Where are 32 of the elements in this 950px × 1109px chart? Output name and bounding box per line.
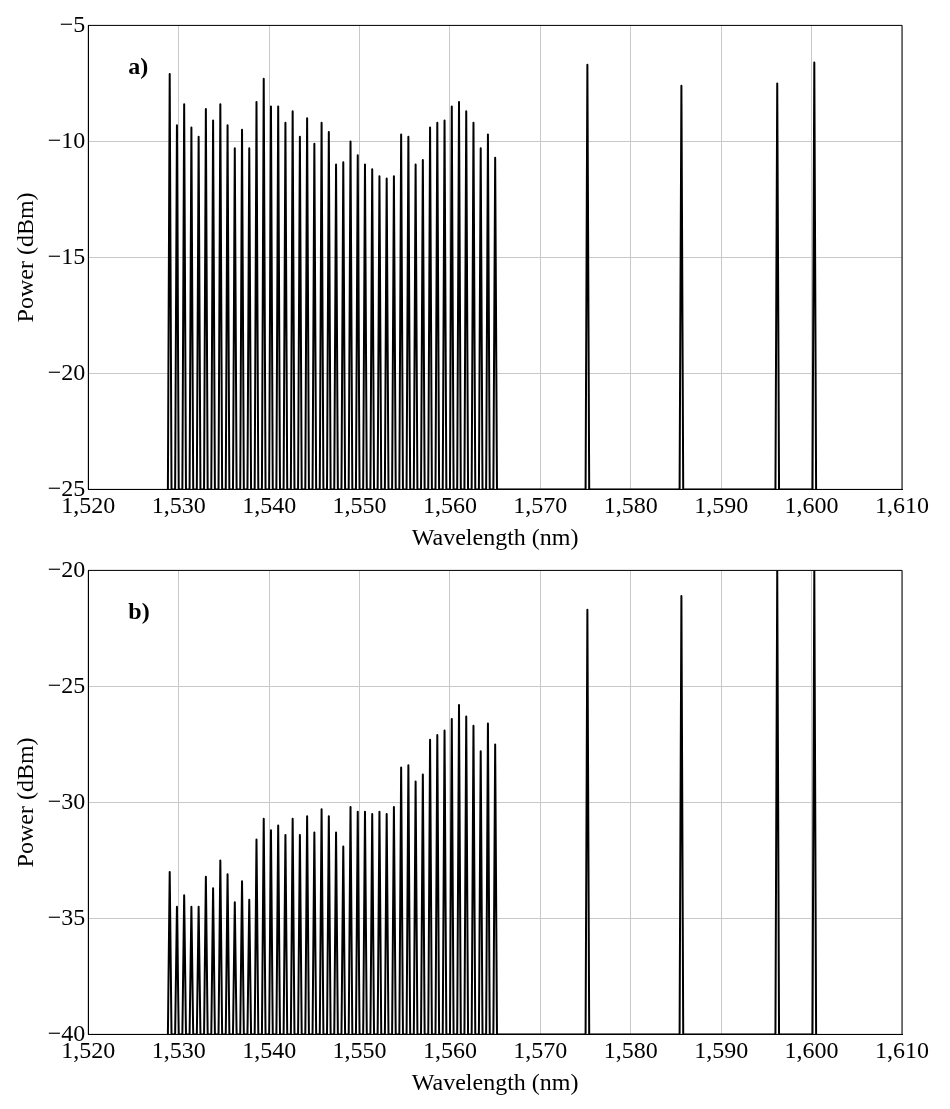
y-tick-label: −5 (59, 10, 86, 37)
x-tick-label: 1,590 (694, 1037, 749, 1064)
y-tick-label: −35 (47, 903, 86, 930)
x-tick-label: 1,560 (422, 492, 477, 519)
x-tick-label: 1,570 (513, 492, 568, 519)
y-tick-label: −10 (47, 126, 86, 153)
y-tick-label: −20 (47, 358, 86, 385)
x-tick-label: 1,590 (694, 492, 749, 519)
x-tick-label: 1,600 (784, 492, 839, 519)
x-tick-label: 1,540 (242, 492, 297, 519)
annotation: b) (128, 597, 150, 624)
x-tick-label: 1,550 (332, 1037, 387, 1064)
x-tick-label: 1,600 (784, 1037, 839, 1064)
y-tick-label: −30 (47, 787, 86, 814)
x-tick-label: 1,570 (513, 1037, 568, 1064)
y-axis-title: Power (dBm) (11, 737, 38, 868)
y-tick-label: −25 (47, 671, 86, 698)
y-axis-title: Power (dBm) (11, 192, 38, 323)
x-tick-label: 1,530 (151, 492, 206, 519)
x-axis-title: Wavelength (nm) (411, 1068, 579, 1095)
x-tick-label: 1,530 (151, 1037, 206, 1064)
x-tick-label: 1,550 (332, 492, 387, 519)
annotation: a) (128, 52, 149, 79)
y-tick-label: −20 (47, 555, 86, 582)
x-tick-label: 1,560 (422, 1037, 477, 1064)
x-tick-label: 1,610 (875, 492, 929, 519)
y-tick-label: −15 (47, 242, 86, 269)
x-tick-label: 1,580 (603, 1037, 658, 1064)
x-axis-title: Wavelength (nm) (411, 523, 579, 550)
x-tick-label: 1,540 (242, 1037, 297, 1064)
x-tick-label: 1,580 (603, 492, 658, 519)
x-tick-label: 1,610 (875, 1037, 929, 1064)
